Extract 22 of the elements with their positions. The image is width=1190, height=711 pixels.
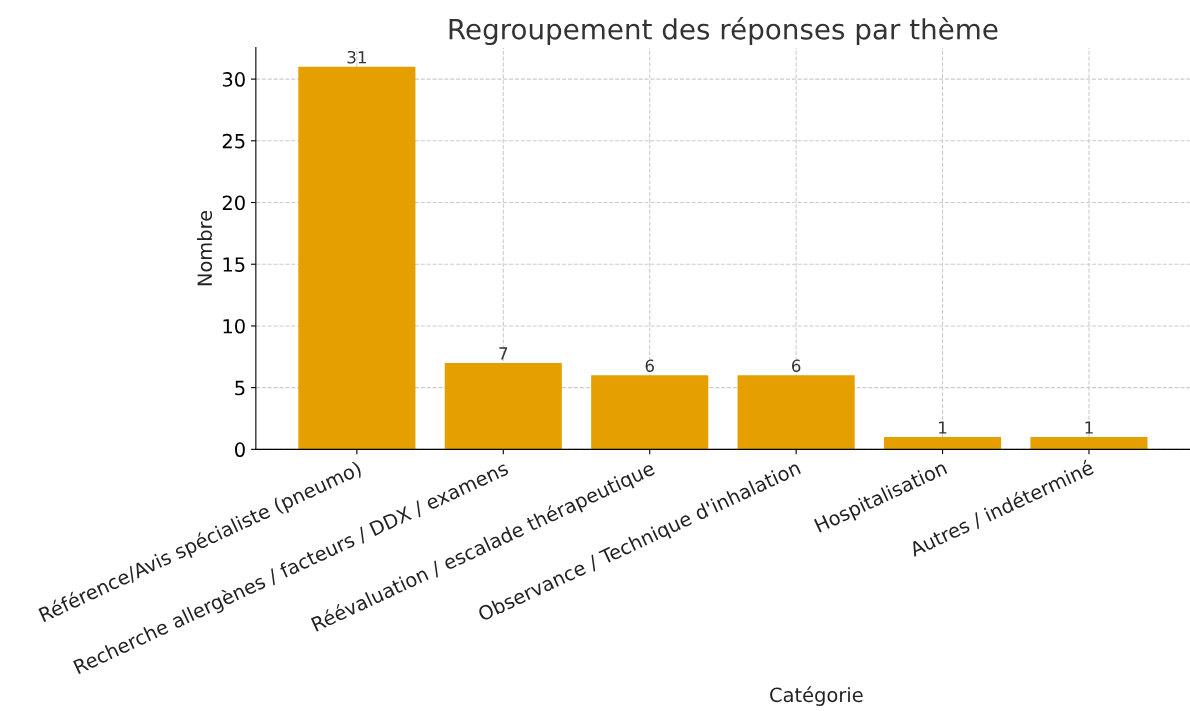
y-tick-label: 30 bbox=[222, 72, 245, 87]
chart-title: Regroupement des réponses par thème bbox=[449, 17, 998, 46]
y-tick-label: 10 bbox=[223, 318, 245, 334]
data-label: 31 bbox=[347, 50, 366, 64]
data-label: 7 bbox=[499, 347, 508, 360]
bar bbox=[591, 375, 709, 450]
data-label: 6 bbox=[645, 359, 654, 373]
y-tick-label: 5 bbox=[235, 380, 245, 396]
y-axis-title: Nombre bbox=[197, 210, 213, 286]
data-label: 6 bbox=[792, 359, 801, 373]
bar bbox=[1030, 437, 1148, 450]
y-tick-label: 0 bbox=[235, 442, 245, 458]
bar bbox=[737, 375, 855, 450]
y-tick-label: 15 bbox=[223, 257, 245, 272]
y-tick-label: 25 bbox=[222, 133, 245, 149]
data-label: 1 bbox=[939, 421, 947, 434]
data-label: 1 bbox=[1085, 421, 1093, 434]
x-axis-title: Catégorie bbox=[770, 686, 863, 706]
bar bbox=[444, 362, 562, 450]
y-tick-label: 20 bbox=[222, 195, 245, 211]
bar bbox=[883, 437, 1002, 450]
bar bbox=[298, 66, 416, 450]
